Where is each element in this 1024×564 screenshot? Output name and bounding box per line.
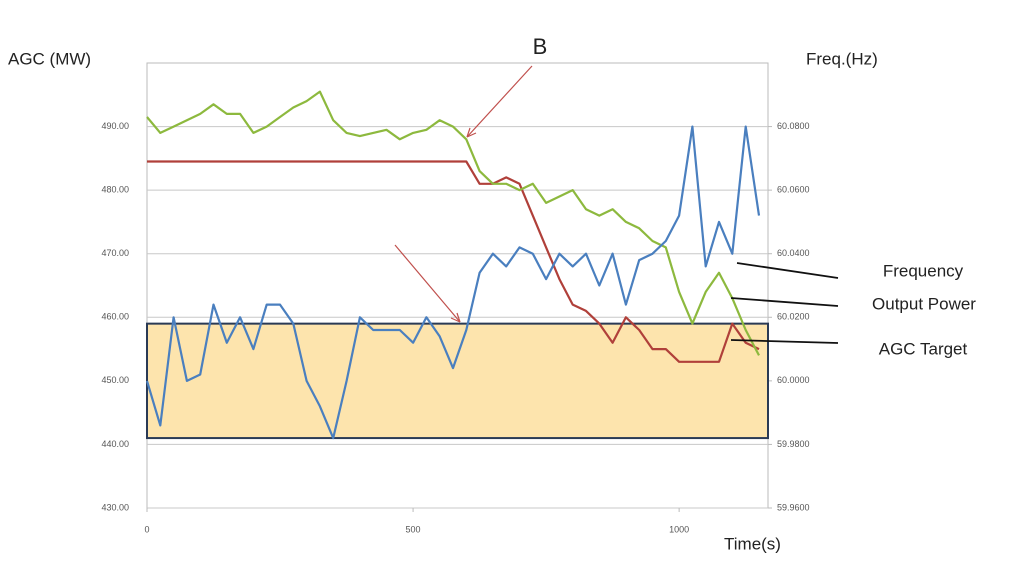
y-tick-label: 470.00 — [101, 248, 129, 258]
x-tick-label: 0 — [144, 524, 149, 534]
series-line — [147, 160, 760, 363]
arrow — [394, 244, 461, 323]
leader-lines — [730, 262, 839, 344]
leader-line — [730, 297, 839, 307]
x-tick-label: 1000 — [669, 524, 689, 534]
y2-tick-label: 60.0200 — [777, 312, 810, 322]
leader-line — [736, 262, 839, 279]
legend-label: Output Power — [872, 294, 976, 313]
y-tick-label: 450.00 — [101, 375, 129, 385]
leader-line — [730, 339, 839, 344]
x-axis-label: Time(s) — [724, 534, 781, 553]
arrow-head — [450, 312, 461, 323]
y2-axis-label: Freq.(Hz) — [806, 49, 878, 68]
y2-tick-label: 59.9800 — [777, 439, 810, 449]
x-tick-label: 500 — [406, 524, 421, 534]
y-tick-label: 490.00 — [101, 121, 129, 131]
y-axis-label: AGC (MW) — [8, 49, 91, 68]
arrow-head — [466, 127, 477, 138]
y2-tick-label: 59.9600 — [777, 502, 810, 512]
shaded-band — [146, 322, 769, 440]
y-tick-label: 460.00 — [101, 312, 129, 322]
plot-area — [145, 62, 772, 512]
arrow — [466, 65, 533, 138]
y2-tick-label: 60.0000 — [777, 375, 810, 385]
y2-tick-label: 60.0400 — [777, 248, 810, 258]
annotation: B — [533, 34, 548, 59]
y2-tick-label: 60.0600 — [777, 185, 810, 195]
legend-label: AGC Target — [879, 339, 968, 358]
y-tick-label: 440.00 — [101, 439, 129, 449]
y2-tick-label: 60.0800 — [777, 121, 810, 131]
arrows — [394, 65, 533, 323]
series-line — [145, 125, 761, 440]
y-tick-label: 430.00 — [101, 502, 129, 512]
series-line — [146, 90, 760, 356]
legend-label: Frequency — [883, 261, 964, 280]
y-tick-label: 480.00 — [101, 185, 129, 195]
